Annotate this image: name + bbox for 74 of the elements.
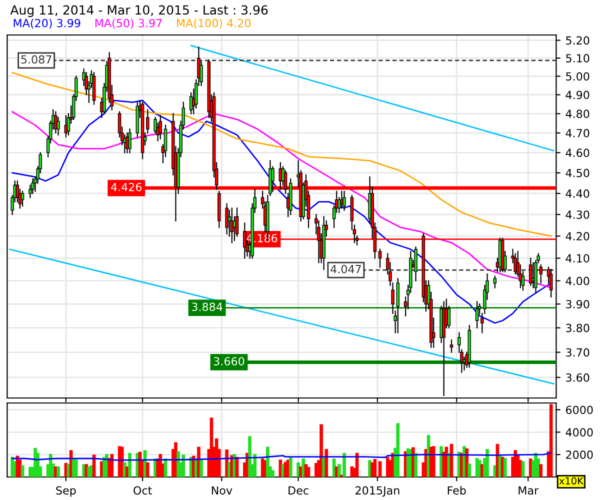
bar bbox=[396, 423, 400, 477]
x-tick-label: Feb bbox=[448, 486, 466, 495]
bar bbox=[271, 470, 274, 477]
candlestick bbox=[225, 203, 228, 234]
bar bbox=[74, 460, 78, 477]
candlestick bbox=[549, 268, 553, 298]
y-tick-label: 4.50 bbox=[566, 168, 590, 178]
ref-line-label: 3.660 bbox=[214, 357, 244, 366]
y-tick-label: 3.70 bbox=[566, 348, 590, 357]
bar bbox=[444, 446, 448, 477]
y-tick-label: 4000 bbox=[566, 428, 593, 437]
y-tick-label: 4.20 bbox=[566, 232, 590, 240]
y-tick-label: 5.10 bbox=[566, 54, 590, 62]
bar bbox=[20, 465, 24, 477]
bar bbox=[486, 448, 489, 477]
ref-line-label: 3.884 bbox=[192, 302, 222, 312]
bar bbox=[288, 456, 292, 477]
bar bbox=[266, 446, 270, 477]
x-tick-label: Oct bbox=[134, 486, 152, 495]
candlestick bbox=[378, 248, 382, 268]
candlestick bbox=[235, 208, 239, 237]
bar bbox=[549, 404, 553, 477]
y-tick-label: 4.60 bbox=[566, 148, 590, 158]
text: MA(100) 4.20 bbox=[177, 18, 251, 29]
ref-line-label: 4.047 bbox=[330, 264, 361, 274]
y-tick-label: 6000 bbox=[566, 406, 593, 414]
y-tick-label: 4.40 bbox=[566, 189, 590, 198]
bar bbox=[414, 452, 418, 477]
candlestick bbox=[396, 278, 400, 334]
x-tick-label: 2015Jan bbox=[356, 486, 400, 497]
bar bbox=[539, 464, 543, 477]
y-tick-label: 5.20 bbox=[566, 36, 590, 45]
bar bbox=[373, 459, 377, 477]
y-axis-title: x10K bbox=[559, 477, 584, 485]
bar bbox=[84, 464, 88, 477]
bar bbox=[503, 458, 507, 477]
x-tick-label: Sep bbox=[56, 486, 76, 497]
x-tick-label: Mar bbox=[518, 486, 539, 495]
chart-title: Aug 11, 2014 - Mar 10, 2015 - Last : 3.96 bbox=[10, 5, 268, 18]
candlestick bbox=[54, 111, 58, 134]
x-tick-label: Dec bbox=[288, 486, 308, 495]
bar bbox=[468, 464, 472, 477]
candlestick bbox=[450, 339, 454, 353]
y-tick-label: 4.10 bbox=[566, 254, 590, 263]
y-tick-label: 4.70 bbox=[566, 128, 590, 138]
y-tick-label: 2000 bbox=[566, 450, 593, 459]
candlestick bbox=[31, 178, 34, 194]
candlestick bbox=[475, 301, 479, 328]
text: MA(50) 3.97 bbox=[95, 18, 162, 29]
y-tick-label: 4.00 bbox=[566, 276, 590, 286]
y-tick-label: 3.90 bbox=[566, 300, 590, 308]
candlestick bbox=[539, 264, 543, 284]
candlestick bbox=[128, 128, 132, 154]
y-tick-label: 4.80 bbox=[566, 110, 590, 118]
bar bbox=[200, 458, 203, 477]
bar bbox=[56, 466, 60, 477]
bar bbox=[146, 462, 150, 477]
x-tick-label: Nov bbox=[212, 486, 232, 495]
text: MA(20) 3.99 bbox=[14, 18, 80, 29]
y-tick-label: 3.60 bbox=[566, 373, 590, 382]
candlestick bbox=[158, 115, 162, 140]
ref-line-label: 4.426 bbox=[110, 182, 142, 192]
y-tick-label: 4.90 bbox=[566, 90, 590, 100]
y-tick-label: 3.80 bbox=[566, 324, 590, 332]
bar bbox=[110, 454, 114, 477]
candlestick bbox=[493, 276, 497, 288]
ref-line-label: 5.087 bbox=[21, 55, 52, 64]
y-tick-label: 5.00 bbox=[566, 72, 590, 81]
candlestick bbox=[20, 190, 24, 207]
y-tick-label: 4.30 bbox=[566, 210, 590, 219]
line-series bbox=[12, 452, 552, 461]
bar bbox=[158, 454, 162, 477]
bar bbox=[306, 466, 310, 477]
bar bbox=[432, 446, 436, 477]
